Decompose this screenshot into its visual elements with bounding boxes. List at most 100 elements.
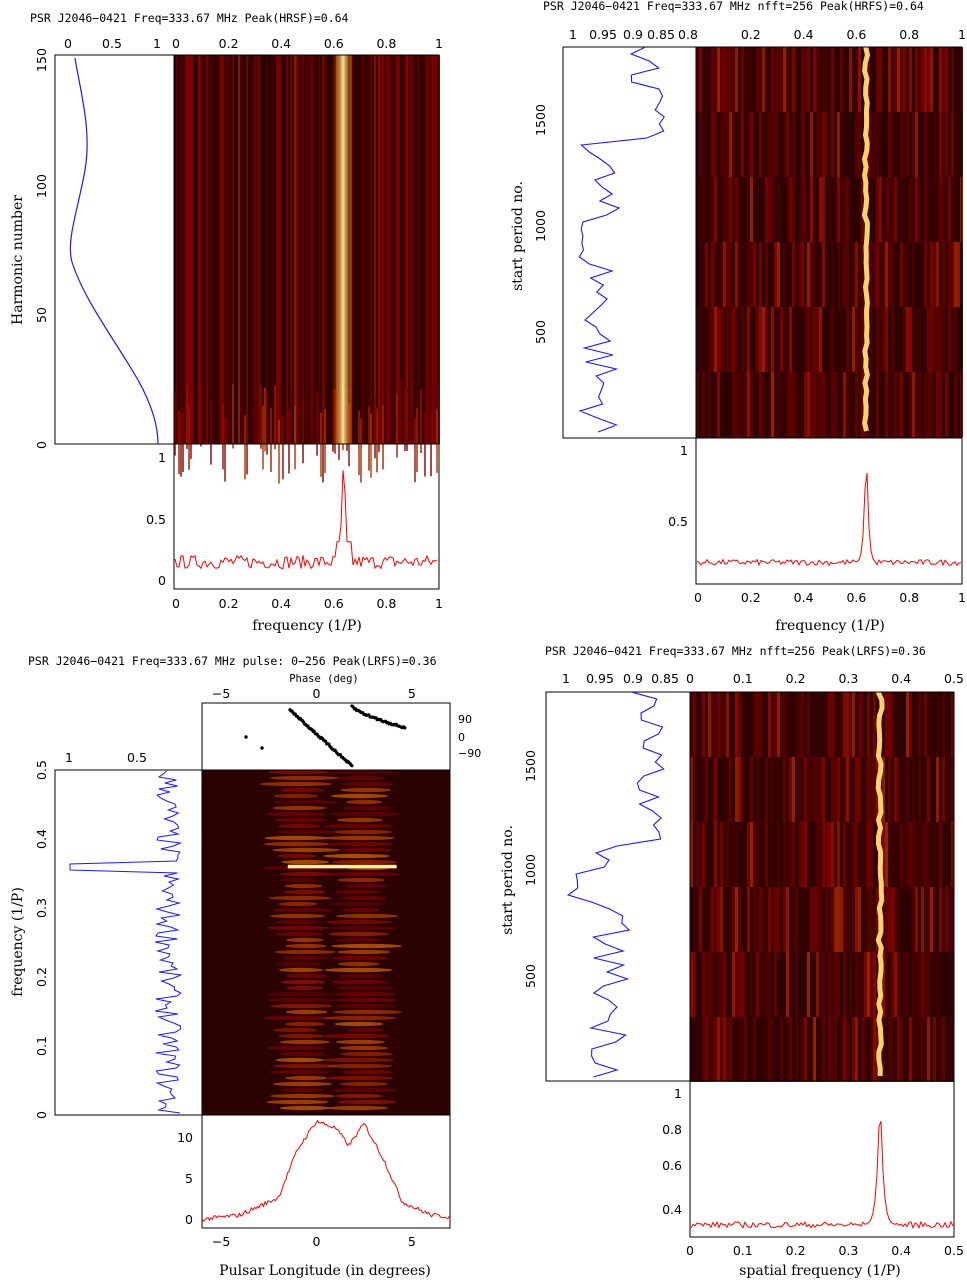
heat-cell bbox=[927, 887, 930, 952]
heat-cell bbox=[843, 1017, 846, 1082]
heat-column bbox=[262, 405, 264, 470]
lrfs-blob bbox=[278, 1033, 325, 1039]
heat-cell bbox=[900, 112, 903, 177]
heat-column bbox=[184, 55, 186, 444]
lrfs-blob bbox=[329, 925, 397, 931]
heat-cell bbox=[912, 822, 915, 887]
lrfs-blob bbox=[340, 787, 392, 793]
heat-cell bbox=[861, 757, 864, 822]
heat-cell bbox=[873, 1017, 876, 1082]
heat-cell bbox=[810, 47, 813, 112]
heat-cell bbox=[753, 112, 756, 177]
lrfs-blob bbox=[330, 793, 389, 799]
heat-cell bbox=[756, 177, 759, 242]
heat-cell bbox=[735, 307, 738, 372]
heat-cell bbox=[750, 242, 753, 307]
lrfs-blob bbox=[326, 1063, 393, 1069]
heat-cell bbox=[819, 887, 822, 952]
heat-column bbox=[310, 55, 312, 444]
heat-cell bbox=[756, 47, 759, 112]
panel1-spectrum-frame bbox=[173, 443, 440, 590]
heat-column bbox=[428, 55, 430, 444]
heat-cell bbox=[798, 372, 801, 437]
heat-cell bbox=[894, 372, 897, 437]
heat-cell bbox=[930, 952, 933, 1017]
lrfs-blob bbox=[335, 1093, 383, 1099]
heat-cell bbox=[783, 177, 786, 242]
heat-cell bbox=[795, 822, 798, 887]
heat-cell bbox=[828, 757, 831, 822]
heat-cell bbox=[699, 372, 702, 437]
heat-cell bbox=[696, 1017, 699, 1082]
heat-column bbox=[412, 55, 414, 444]
heat-column bbox=[424, 55, 426, 444]
heat-cell bbox=[747, 177, 750, 242]
heat-cell bbox=[924, 372, 927, 437]
heat-cell bbox=[768, 692, 771, 757]
heat-cell bbox=[765, 372, 768, 437]
heat-cell bbox=[873, 112, 876, 177]
heat-cell bbox=[747, 692, 750, 757]
heat-column bbox=[360, 418, 362, 483]
heat-cell bbox=[882, 757, 885, 822]
heat-cell bbox=[924, 307, 927, 372]
heat-cell bbox=[690, 757, 693, 822]
heat-cell bbox=[924, 47, 927, 112]
heat-cell bbox=[717, 887, 720, 952]
heat-cell bbox=[915, 692, 918, 757]
heat-cell bbox=[831, 177, 834, 242]
heat-cell bbox=[867, 952, 870, 1017]
heat-cell bbox=[939, 822, 942, 887]
heat-cell bbox=[777, 952, 780, 1017]
heat-cell bbox=[816, 177, 819, 242]
heat-cell bbox=[798, 692, 801, 757]
heat-cell bbox=[699, 692, 702, 757]
lrfs-blob bbox=[344, 883, 387, 889]
heat-cell bbox=[924, 952, 927, 1017]
panel2-spec-ytick: 0.5 bbox=[668, 514, 688, 529]
heat-cell bbox=[921, 952, 924, 1017]
heat-cell bbox=[951, 692, 954, 757]
heat-cell bbox=[708, 177, 711, 242]
heat-cell bbox=[756, 1017, 759, 1082]
heat-cell bbox=[894, 1017, 897, 1082]
heat-cell bbox=[870, 692, 873, 757]
lrfs-blob bbox=[324, 835, 395, 841]
heat-cell bbox=[816, 1017, 819, 1082]
heat-cell bbox=[957, 372, 960, 437]
heat-column bbox=[216, 55, 218, 444]
heat-cell bbox=[957, 242, 960, 307]
heat-cell bbox=[714, 952, 717, 1017]
heat-cell bbox=[918, 112, 921, 177]
heat-cell bbox=[888, 307, 891, 372]
heat-cell bbox=[861, 47, 864, 112]
panel1-bottom-tick: 0.4 bbox=[271, 596, 291, 611]
heat-cell bbox=[798, 1017, 801, 1082]
heat-cell bbox=[924, 242, 927, 307]
heat-cell bbox=[807, 112, 810, 177]
heat-cell bbox=[744, 1017, 747, 1082]
heat-cell bbox=[705, 822, 708, 887]
heat-cell bbox=[879, 307, 882, 372]
panel1-spec-ytick: 0 bbox=[158, 573, 166, 588]
heat-cell bbox=[759, 47, 762, 112]
heat-cell bbox=[801, 47, 804, 112]
heat-column bbox=[376, 408, 378, 473]
heat-cell bbox=[906, 112, 909, 177]
heat-cell bbox=[789, 1017, 792, 1082]
heat-cell bbox=[786, 822, 789, 887]
heat-cell bbox=[861, 1017, 864, 1082]
heat-cell bbox=[768, 112, 771, 177]
heat-column bbox=[190, 55, 192, 444]
heat-cell bbox=[864, 887, 867, 952]
heat-cell bbox=[825, 112, 828, 177]
heat-cell bbox=[906, 307, 909, 372]
heat-cell bbox=[726, 822, 729, 887]
heat-cell bbox=[858, 112, 861, 177]
heat-cell bbox=[825, 47, 828, 112]
heat-cell bbox=[750, 822, 753, 887]
panel3-phase-tick: 90 bbox=[458, 713, 472, 726]
heat-cell bbox=[726, 952, 729, 1017]
panel1-top-tick: 0 bbox=[172, 36, 180, 51]
heat-cell bbox=[930, 757, 933, 822]
